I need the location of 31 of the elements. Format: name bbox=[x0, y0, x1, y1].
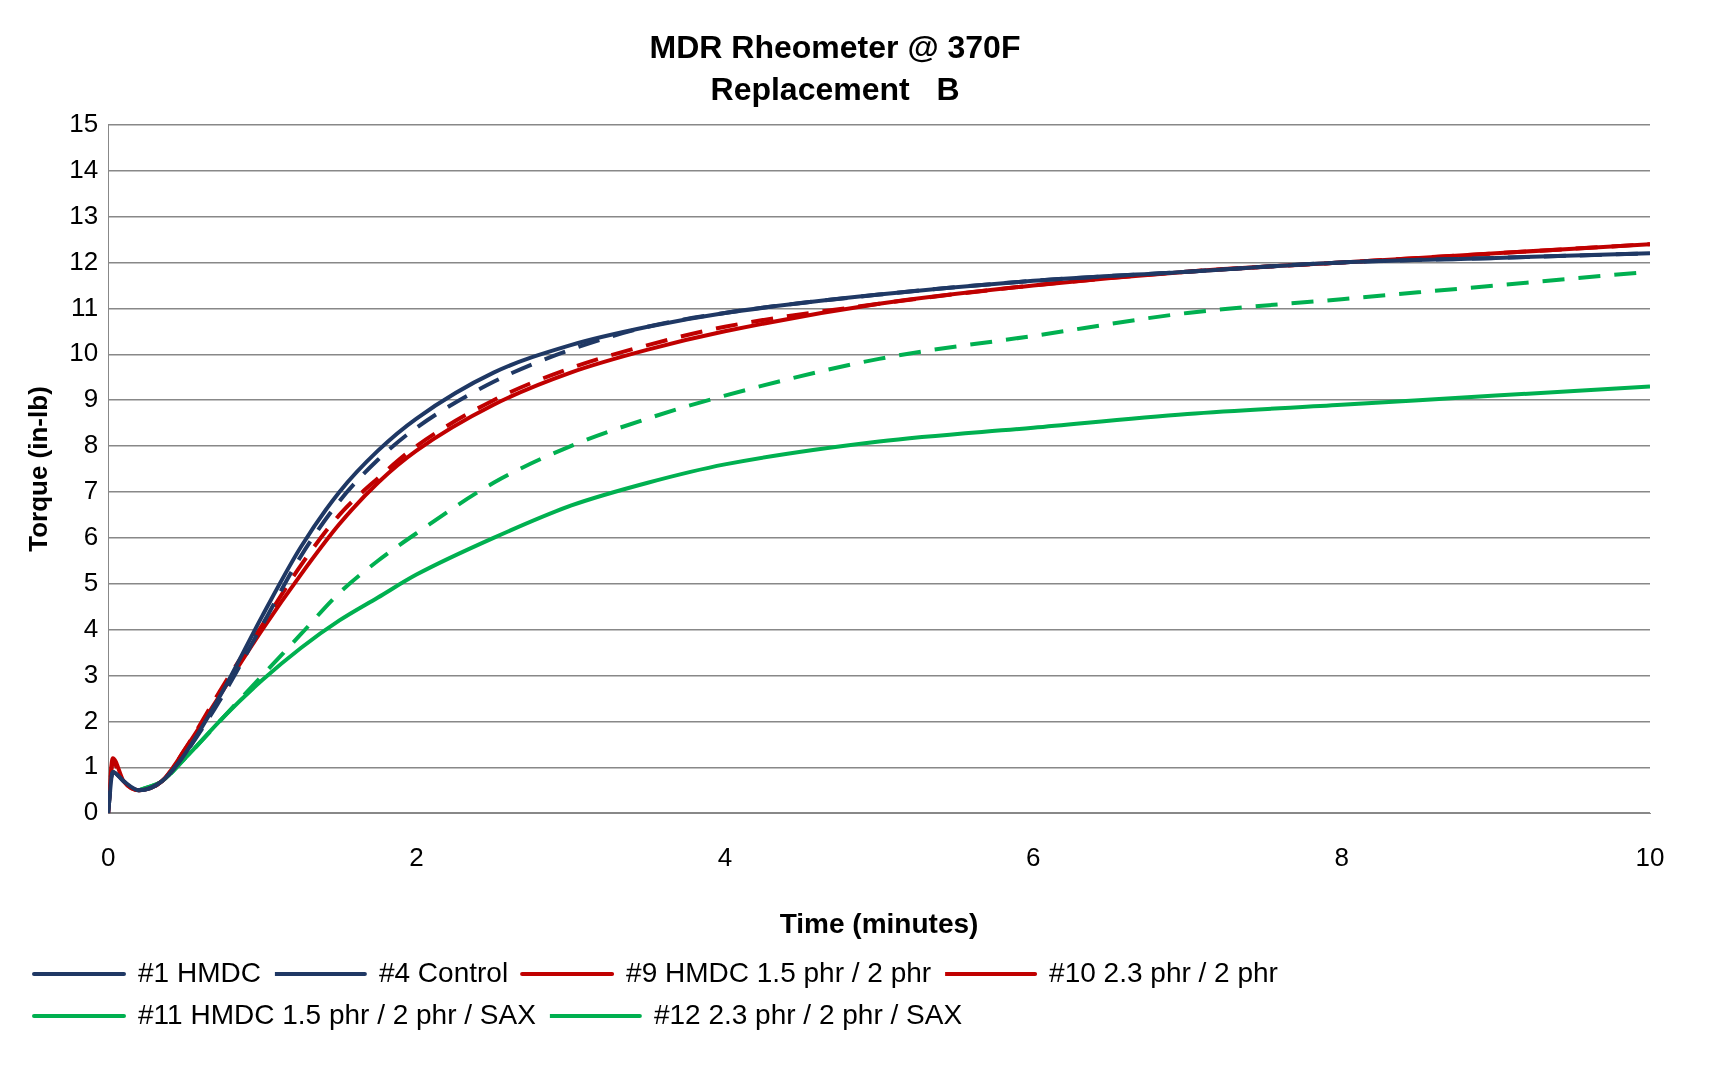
y-tick-label: 8 bbox=[83, 429, 99, 460]
y-tick-label: 10 bbox=[69, 337, 99, 368]
x-tick-label: 8 bbox=[1334, 841, 1349, 872]
legend-label: #4 Control bbox=[378, 956, 509, 988]
x-tick-label: 2 bbox=[409, 841, 424, 872]
legend-label: #1 HMDC bbox=[138, 956, 261, 988]
chart-subtitle: Replacement B bbox=[710, 71, 960, 108]
y-tick-label: 3 bbox=[83, 658, 99, 689]
legend-label: #10 2.3 phr / 2 phr bbox=[1049, 956, 1278, 988]
y-tick-label: 6 bbox=[83, 521, 99, 552]
y-tick-label: 14 bbox=[69, 153, 99, 184]
y-tick-label: 11 bbox=[71, 291, 99, 322]
legend-label: #12 2.3 phr / 2 phr / SAX bbox=[653, 998, 963, 1030]
y-axis-title: Torque (in-lb) bbox=[22, 386, 53, 552]
y-tick-label: 12 bbox=[69, 245, 99, 276]
y-tick-label: 5 bbox=[83, 566, 99, 597]
legend-label: #11 HMDC 1.5 phr / 2 phr / SAX bbox=[138, 998, 537, 1030]
y-tick-label: 7 bbox=[83, 475, 99, 506]
y-tick-label: 9 bbox=[83, 383, 99, 414]
chart-title: MDR Rheometer @ 370F bbox=[649, 29, 1021, 66]
y-tick-label: 15 bbox=[69, 107, 99, 138]
x-tick-label: 4 bbox=[717, 841, 733, 872]
x-axis-title: Time (minutes) bbox=[779, 907, 979, 939]
x-tick-label: 10 bbox=[1635, 841, 1665, 872]
y-tick-label: 0 bbox=[83, 796, 99, 827]
y-tick-label: 2 bbox=[83, 704, 99, 735]
legend-label: #9 HMDC 1.5 phr / 2 phr bbox=[626, 956, 932, 988]
x-tick-label: 6 bbox=[1026, 841, 1041, 872]
y-tick-label: 1 bbox=[83, 750, 99, 781]
y-tick-label: 13 bbox=[69, 199, 99, 230]
y-tick-label: 4 bbox=[83, 612, 99, 643]
